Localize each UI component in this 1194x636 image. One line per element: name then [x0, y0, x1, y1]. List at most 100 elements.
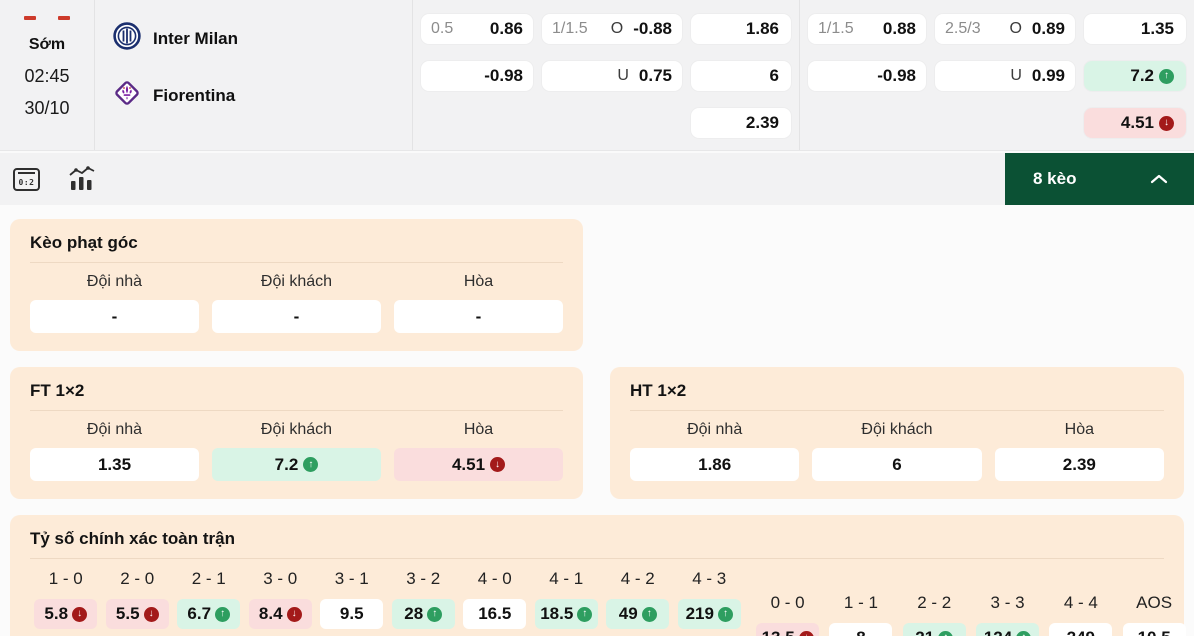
score-odds-cell[interactable]: 18.5 ↑ — [534, 599, 598, 629]
score-label: 4 - 3 — [692, 569, 727, 588]
score-odds-cell[interactable]: 16.5 — [463, 599, 527, 629]
score-column: 0 - 0 13.5 ↓ — [751, 591, 824, 636]
score-odds-cell[interactable]: 219 ↑ — [677, 599, 741, 629]
score-odds-cell[interactable]: 28 ↑ — [391, 599, 455, 629]
over-label: O — [610, 20, 624, 37]
match-phase-label: Sớm — [28, 36, 66, 53]
odds-value: - — [475, 306, 482, 326]
ft-x12-home-cell[interactable]: 1.35 — [1084, 14, 1186, 44]
header-odds-area: 0.5 0.86 -0.98 1/1.5 O -0.88 U 0.75 — [413, 0, 1194, 150]
ht-x12-home-cell[interactable]: 1.86 — [691, 14, 791, 44]
score-label: 3 - 1 — [334, 569, 369, 588]
score-odds-cell[interactable]: 13.5 ↓ — [756, 623, 820, 636]
score-column: 1 - 0 5.8 ↓ — [30, 567, 102, 636]
away-team-row[interactable]: Fiorentina — [113, 79, 412, 112]
ft-x12-draw-cell[interactable]: 4.51 ↓ — [1084, 108, 1186, 138]
draw-column-header: Hòa — [1064, 421, 1094, 438]
trend-icon: ↑ — [717, 606, 733, 622]
ht-away-cell[interactable]: 6 — [812, 448, 982, 481]
odds-value: 6.7 — [187, 604, 212, 623]
odds-count-button[interactable]: 8 kèo — [1005, 153, 1194, 205]
score-odds-cell[interactable]: 124 ↑ — [976, 623, 1040, 636]
ft-1x2-panel: FT 1×2 Đội nhà 1.35 Đội khách 7.2 ↑ — [10, 367, 583, 499]
score-odds-cell[interactable]: 8 — [829, 623, 893, 636]
markets-area: Kèo phạt góc Đội nhà - Đội khách - Hòa — [0, 205, 1194, 636]
stats-chart-icon[interactable] — [67, 166, 97, 192]
under-label: U — [1010, 67, 1022, 84]
match-header: Sớm 02:45 30/10 Inter Milan — [0, 0, 1194, 151]
score-odds-cell[interactable]: 10.5 — [1122, 623, 1186, 636]
ft-home-cell[interactable]: 1.35 — [30, 448, 199, 481]
odds-group-ht: 0.5 0.86 -0.98 1/1.5 O -0.88 U 0.75 — [413, 0, 800, 150]
odds-group-ft: 1/1.5 0.88 -0.98 2.5/3 O 0.89 U 0.99 — [800, 0, 1194, 150]
correct-score-main-group: 1 - 0 5.8 ↓ 2 - 0 5.5 ↓ — [30, 567, 745, 636]
odds-value: 0.86 — [489, 19, 523, 38]
ht-x12-away-cell[interactable]: 6 — [691, 61, 791, 91]
trend-down-icon: ↓ — [490, 457, 506, 472]
home-column-header: Đội nhà — [86, 273, 143, 290]
score-column: 3 - 1 9.5 — [316, 567, 388, 636]
total-line: 2.5/3 — [945, 20, 981, 37]
trend-icon: ↑ — [938, 630, 954, 636]
panel-title: Tỷ số chính xác toàn trận — [30, 529, 1164, 559]
home-team-row[interactable]: Inter Milan — [113, 22, 412, 55]
score-odds-cell[interactable]: 21 ↑ — [902, 623, 966, 636]
ft-total-under-cell[interactable]: U 0.99 — [935, 61, 1075, 91]
ht-home-cell[interactable]: 1.86 — [630, 448, 800, 481]
score-column: 2 - 1 6.7 ↑ — [173, 567, 245, 636]
trend-icon: ↑ — [1016, 630, 1032, 636]
score-odds-cell[interactable]: 5.5 ↓ — [105, 599, 169, 629]
panel-title: FT 1×2 — [30, 381, 563, 411]
score-label: 3 - 0 — [263, 569, 298, 588]
ht-x12-draw-cell[interactable]: 2.39 — [691, 108, 791, 138]
score-odds-cell[interactable]: 5.8 ↓ — [34, 599, 98, 629]
odds-value: 124 — [984, 628, 1012, 636]
corner-draw-cell[interactable]: - — [394, 300, 563, 333]
odds-value: 0.99 — [1031, 66, 1065, 85]
odds-value: 16.5 — [478, 604, 512, 623]
score-odds-cell[interactable]: 6.7 ↑ — [177, 599, 241, 629]
ft-draw-cell[interactable]: 4.51 ↓ — [394, 448, 563, 481]
odds-value: 9.5 — [339, 604, 364, 623]
ht-total-under-cell[interactable]: U 0.75 — [542, 61, 682, 91]
match-date: 30/10 — [24, 98, 70, 118]
away-column-header: Đội khách — [260, 273, 333, 290]
ft-handicap-under-cell[interactable]: -0.98 — [808, 61, 926, 91]
score-column: AOS 10.5 — [1117, 591, 1190, 636]
ft-x12-away-cell[interactable]: 7.2 ↑ — [1084, 61, 1186, 91]
score-column: 4 - 0 16.5 — [459, 567, 531, 636]
ft-total-over-cell[interactable]: 2.5/3 O 0.89 — [935, 14, 1075, 44]
over-label: O — [1009, 20, 1022, 37]
match-time-block: Sớm 02:45 30/10 — [0, 0, 95, 150]
odds-value: 8.4 — [258, 604, 283, 623]
score-odds-cell[interactable]: 249 — [1049, 623, 1113, 636]
ht-handicap-under-cell[interactable]: -0.98 — [421, 61, 533, 91]
teams-block: Inter Milan Fiorentina — [95, 0, 413, 150]
ht-handicap-over-cell[interactable]: 0.5 0.86 — [421, 14, 533, 44]
ht-draw-cell[interactable]: 2.39 — [994, 448, 1164, 481]
ht-total-over-cell[interactable]: 1/1.5 O -0.88 — [542, 14, 682, 44]
scoreboard-icon[interactable]: 0:2 — [13, 167, 40, 191]
home-red-mark-icon — [24, 16, 36, 20]
corner-away-cell[interactable]: - — [212, 300, 381, 333]
odds-value: 249 — [1067, 628, 1095, 636]
score-odds-cell[interactable]: 49 ↑ — [606, 599, 670, 629]
score-label: 2 - 2 — [917, 593, 952, 612]
odds-value: 8 — [856, 628, 865, 636]
away-column-header: Đội khách — [861, 421, 933, 438]
odds-value: 2.39 — [745, 113, 779, 132]
scoreboard-icon-header — [18, 171, 35, 174]
trend-icon: ↑ — [577, 606, 593, 622]
ft-handicap-over-cell[interactable]: 1/1.5 0.88 — [808, 14, 926, 44]
score-label: 1 - 1 — [843, 593, 878, 612]
ft-away-cell[interactable]: 7.2 ↑ — [212, 448, 381, 481]
odds-value: -0.88 — [633, 19, 672, 38]
ht-1x2-panel: HT 1×2 Đội nhà 1.86 Đội khách 6 — [610, 367, 1184, 499]
corner-home-cell[interactable]: - — [30, 300, 199, 333]
away-team-name: Fiorentina — [153, 85, 236, 105]
score-odds-cell[interactable]: 9.5 — [320, 599, 384, 629]
handicap-line: 0.5 — [431, 20, 454, 37]
score-odds-cell[interactable]: 8.4 ↓ — [248, 599, 312, 629]
away-column-header: Đội khách — [260, 421, 333, 438]
score-label: 4 - 4 — [1063, 593, 1098, 612]
